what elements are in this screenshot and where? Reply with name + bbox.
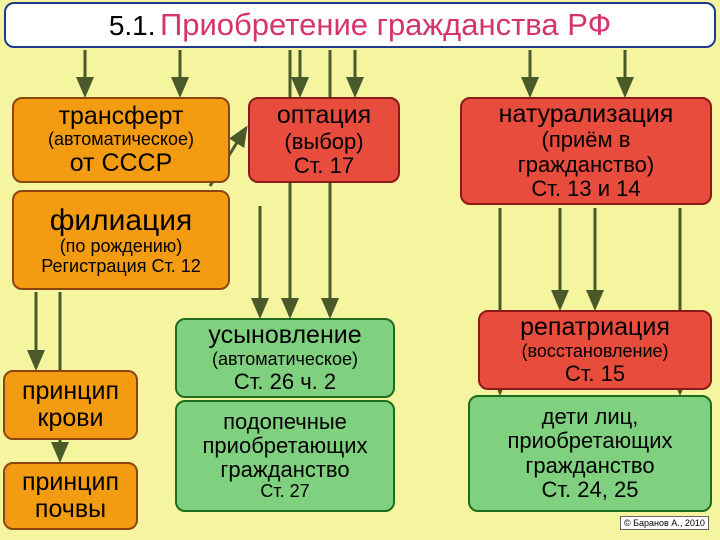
optation-l3: Ст. 17 bbox=[294, 154, 354, 178]
ward-l4: Ст. 27 bbox=[260, 482, 309, 502]
repat-l1: репатриация bbox=[520, 314, 670, 342]
blood-box: принцип крови bbox=[3, 370, 138, 440]
optation-box: оптация (выбор) Ст. 17 bbox=[248, 97, 400, 183]
blood-l1: принцип bbox=[22, 378, 119, 406]
ward-box: подопечные приобретающих гражданство Ст.… bbox=[175, 400, 395, 512]
natural-l4: Ст. 13 и 14 bbox=[531, 177, 640, 201]
optation-l2: (выбор) bbox=[284, 130, 363, 154]
natural-l1: натурализация bbox=[499, 101, 674, 129]
adopt-l3: Ст. 26 ч. 2 bbox=[234, 370, 336, 394]
soil-box: принцип почвы bbox=[3, 462, 138, 530]
repat-l2: (восстановление) bbox=[521, 342, 668, 362]
blood-l2: крови bbox=[38, 405, 104, 433]
adopt-box: усыновление (автоматическое) Ст. 26 ч. 2 bbox=[175, 318, 395, 398]
children-box: дети лиц, приобретающих гражданство Ст. … bbox=[468, 395, 712, 512]
transfert-l1: трансферт bbox=[59, 103, 184, 131]
natural-l2: (приём в bbox=[542, 128, 631, 152]
children-l3: гражданство bbox=[525, 454, 654, 478]
optation-l1: оптация bbox=[277, 102, 371, 130]
filia-l3: Регистрация Ст. 12 bbox=[41, 257, 201, 277]
natural-l3: гражданство) bbox=[518, 153, 655, 177]
ward-l1: подопечные bbox=[223, 410, 347, 434]
title-box: 5.1. Приобретение гражданства РФ bbox=[4, 2, 716, 48]
soil-l2: почвы bbox=[35, 496, 106, 524]
ward-l2: приобретающих bbox=[203, 434, 368, 458]
natural-box: натурализация (приём в гражданство) Ст. … bbox=[460, 97, 712, 205]
children-l2: приобретающих bbox=[508, 429, 673, 453]
filia-l1: филиация bbox=[50, 204, 193, 237]
title-num: 5.1. bbox=[109, 10, 156, 41]
adopt-l2: (автоматическое) bbox=[212, 350, 358, 370]
repat-l3: Ст. 15 bbox=[565, 362, 625, 386]
ward-l3: гражданство bbox=[220, 458, 349, 482]
title-main: Приобретение гражданства РФ bbox=[160, 7, 611, 42]
transfert-l3: от СССР bbox=[70, 150, 173, 178]
transfert-l2: (автоматическое) bbox=[48, 130, 194, 150]
soil-l1: принцип bbox=[22, 469, 119, 497]
children-l1: дети лиц, bbox=[542, 405, 639, 429]
filia-l2: (по рождению) bbox=[60, 237, 183, 257]
children-l4: Ст. 24, 25 bbox=[542, 478, 639, 502]
transfert-box: трансферт (автоматическое) от СССР bbox=[12, 97, 230, 183]
repat-box: репатриация (восстановление) Ст. 15 bbox=[478, 310, 712, 390]
adopt-l1: усыновление bbox=[208, 322, 361, 350]
copyright: © Баранов А., 2010 bbox=[620, 516, 709, 530]
filia-box: филиация (по рождению) Регистрация Ст. 1… bbox=[12, 190, 230, 290]
